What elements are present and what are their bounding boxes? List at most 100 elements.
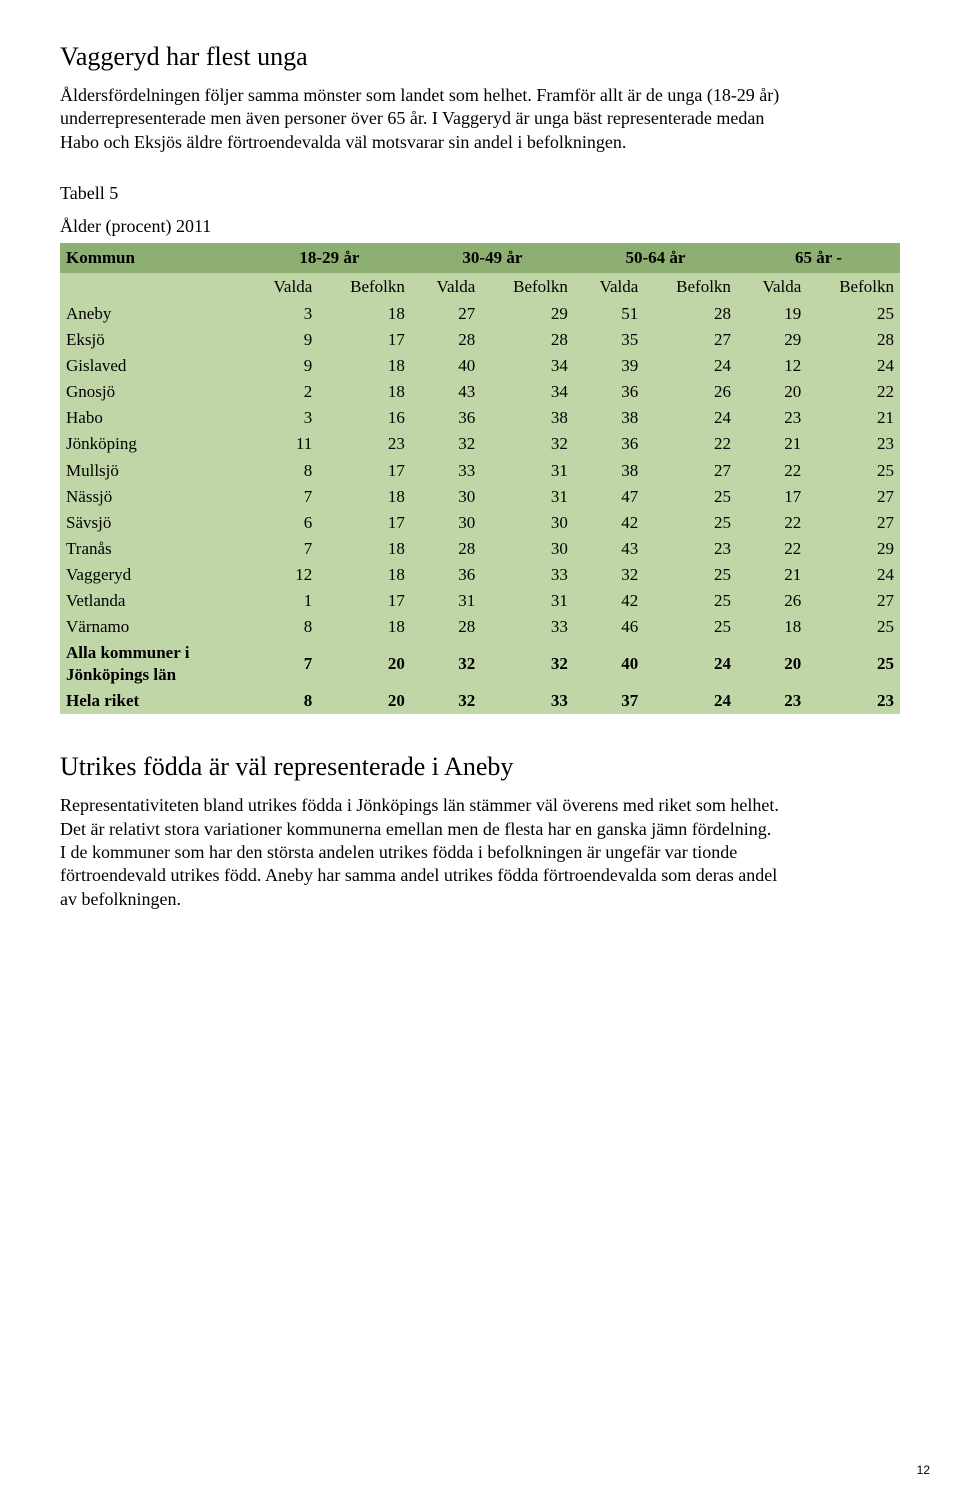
- cell: 18: [318, 562, 411, 588]
- col-group-3: 65 år -: [737, 243, 900, 273]
- table-subheader-row: Valda Befolkn Valda Befolkn Valda Befolk…: [60, 273, 900, 301]
- cell: 7: [248, 536, 318, 562]
- cell: 23: [737, 405, 807, 431]
- row-label: Hela riket: [60, 688, 248, 714]
- cell: 2: [248, 379, 318, 405]
- cell: 46: [574, 614, 644, 640]
- cell: 35: [574, 327, 644, 353]
- cell: 17: [318, 510, 411, 536]
- row-label: Mullsjö: [60, 458, 248, 484]
- col-group-1: 30-49 år: [411, 243, 574, 273]
- cell: 18: [318, 301, 411, 327]
- cell: 3: [248, 301, 318, 327]
- cell: 27: [807, 588, 900, 614]
- row-label: Aneby: [60, 301, 248, 327]
- cell: 31: [481, 458, 574, 484]
- cell: 20: [318, 688, 411, 714]
- row-label: Vetlanda: [60, 588, 248, 614]
- cell: 23: [644, 536, 737, 562]
- subcol-0: Valda: [248, 273, 318, 301]
- cell: 11: [248, 431, 318, 457]
- cell: 25: [644, 484, 737, 510]
- cell: 27: [807, 510, 900, 536]
- cell: 36: [574, 379, 644, 405]
- cell: 25: [644, 588, 737, 614]
- table-row: Mullsjö817333138272225: [60, 458, 900, 484]
- cell: 28: [807, 327, 900, 353]
- cell: 17: [318, 458, 411, 484]
- cell: 18: [318, 484, 411, 510]
- cell: 8: [248, 688, 318, 714]
- cell: 21: [737, 562, 807, 588]
- cell: 8: [248, 458, 318, 484]
- cell: 30: [411, 510, 481, 536]
- cell: 40: [574, 640, 644, 688]
- cell: 20: [737, 379, 807, 405]
- cell: 29: [737, 327, 807, 353]
- col-group-0: 18-29 år: [248, 243, 411, 273]
- cell: 17: [318, 327, 411, 353]
- cell: 18: [318, 614, 411, 640]
- table-row: Gislaved918403439241224: [60, 353, 900, 379]
- section2-body: Representativiteten bland utrikes födda …: [60, 794, 780, 911]
- cell: 24: [644, 640, 737, 688]
- cell: 30: [481, 510, 574, 536]
- cell: 20: [737, 640, 807, 688]
- cell: 22: [737, 458, 807, 484]
- cell: 32: [411, 688, 481, 714]
- cell: 38: [574, 458, 644, 484]
- cell: 23: [737, 688, 807, 714]
- cell: 43: [574, 536, 644, 562]
- cell: 3: [248, 405, 318, 431]
- subcol-3: Befolkn: [481, 273, 574, 301]
- section2-title: Utrikes födda är väl representerade i An…: [60, 750, 900, 784]
- table-row: Jönköping1123323236222123: [60, 431, 900, 457]
- table-row: Gnosjö218433436262022: [60, 379, 900, 405]
- subcol-7: Befolkn: [807, 273, 900, 301]
- cell: 28: [481, 327, 574, 353]
- cell: 25: [644, 614, 737, 640]
- table5-caption-1: Tabell 5: [60, 182, 900, 205]
- cell: 1: [248, 588, 318, 614]
- cell: 31: [411, 588, 481, 614]
- cell: 9: [248, 353, 318, 379]
- row-label: Jönköping: [60, 431, 248, 457]
- cell: 34: [481, 353, 574, 379]
- row-label: Nässjö: [60, 484, 248, 510]
- cell: 24: [807, 562, 900, 588]
- row-label: Eksjö: [60, 327, 248, 353]
- cell: 31: [481, 588, 574, 614]
- table-row: Tranås718283043232229: [60, 536, 900, 562]
- cell: 36: [411, 562, 481, 588]
- table-header-row: Kommun 18-29 år 30-49 år 50-64 år 65 år …: [60, 243, 900, 273]
- cell: 7: [248, 484, 318, 510]
- cell: 29: [481, 301, 574, 327]
- table-row: Alla kommuner iJönköpings län72032324024…: [60, 640, 900, 688]
- cell: 24: [644, 405, 737, 431]
- cell: 27: [807, 484, 900, 510]
- cell: 25: [807, 458, 900, 484]
- row-label: Värnamo: [60, 614, 248, 640]
- cell: 20: [318, 640, 411, 688]
- cell: 17: [318, 588, 411, 614]
- cell: 29: [807, 536, 900, 562]
- cell: 37: [574, 688, 644, 714]
- row-label: Gnosjö: [60, 379, 248, 405]
- cell: 18: [737, 614, 807, 640]
- cell: 26: [737, 588, 807, 614]
- subcol-2: Valda: [411, 273, 481, 301]
- table-row: Värnamo818283346251825: [60, 614, 900, 640]
- cell: 23: [807, 431, 900, 457]
- cell: 32: [574, 562, 644, 588]
- table-row: Vaggeryd1218363332252124: [60, 562, 900, 588]
- cell: 40: [411, 353, 481, 379]
- cell: 28: [644, 301, 737, 327]
- cell: 30: [481, 536, 574, 562]
- cell: 32: [481, 640, 574, 688]
- cell: 36: [411, 405, 481, 431]
- cell: 27: [644, 458, 737, 484]
- row-label: Gislaved: [60, 353, 248, 379]
- cell: 16: [318, 405, 411, 431]
- table5-caption-2: Ålder (procent) 2011: [60, 215, 900, 238]
- cell: 25: [644, 510, 737, 536]
